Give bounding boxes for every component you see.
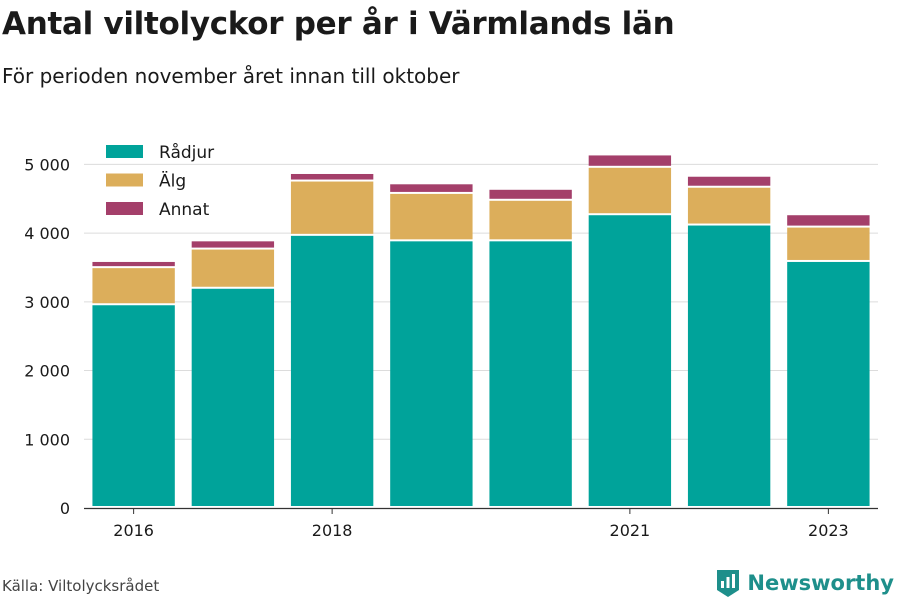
legend-label: Älg xyxy=(159,171,186,192)
bar-segment xyxy=(191,241,275,248)
legend-swatch xyxy=(106,202,143,215)
chart-subtitle: För perioden november året innan till ok… xyxy=(2,64,460,88)
bar-segment xyxy=(489,189,572,199)
bar-segment xyxy=(489,241,572,506)
bar-segment xyxy=(191,288,275,506)
y-tick-label: 1 000 xyxy=(24,430,70,449)
bar-segment xyxy=(92,261,175,267)
bar-segment xyxy=(489,200,572,240)
bar-segment xyxy=(687,176,771,186)
chart-title: Antal viltolyckor per år i Värmlands län xyxy=(2,6,675,42)
x-tick-label: 2018 xyxy=(312,521,353,540)
bar-segment xyxy=(588,215,672,507)
bar-segment xyxy=(787,227,870,260)
bar-segment xyxy=(588,155,672,166)
bar-segment xyxy=(290,181,374,234)
source-note: Källa: Viltolycksrådet xyxy=(2,577,160,595)
legend-swatch xyxy=(106,145,143,158)
y-tick-label: 0 xyxy=(60,499,70,518)
legend: Rådjur Älg Annat xyxy=(106,142,214,220)
x-tick-label: 2021 xyxy=(610,521,651,540)
bar-segment xyxy=(787,261,870,506)
bar-segment xyxy=(588,167,672,214)
y-tick-label: 2 000 xyxy=(24,362,70,381)
bar-segment xyxy=(687,187,771,224)
bar-segment xyxy=(390,193,473,240)
bar-segment xyxy=(92,268,175,304)
newsworthy-logo-icon xyxy=(717,570,740,597)
bars xyxy=(92,155,870,507)
bar-segment xyxy=(290,173,374,180)
bar-segment xyxy=(390,184,473,192)
legend-label: Rådjur xyxy=(159,142,214,163)
x-tick-label: 2023 xyxy=(808,521,849,540)
legend-swatch xyxy=(106,173,143,187)
y-tick-label: 4 000 xyxy=(24,224,70,243)
bar-segment xyxy=(290,235,374,506)
bar-segment xyxy=(787,215,870,226)
brand-logo: Newsworthy xyxy=(715,568,894,598)
y-tick-label: 5 000 xyxy=(24,155,70,174)
x-tick-label: 2016 xyxy=(113,521,154,540)
bar-segment xyxy=(687,225,771,506)
bar-segment xyxy=(390,241,473,506)
bar-segment xyxy=(92,305,175,506)
legend-label: Annat xyxy=(159,200,210,220)
axes: 0 1 000 2 000 3 000 4 000 5 000 2016 2018 2021 20… xyxy=(24,155,878,540)
brand-name: Newsworthy xyxy=(747,571,894,595)
bar-segment xyxy=(191,249,275,287)
y-tick-label: 3 000 xyxy=(24,293,70,312)
